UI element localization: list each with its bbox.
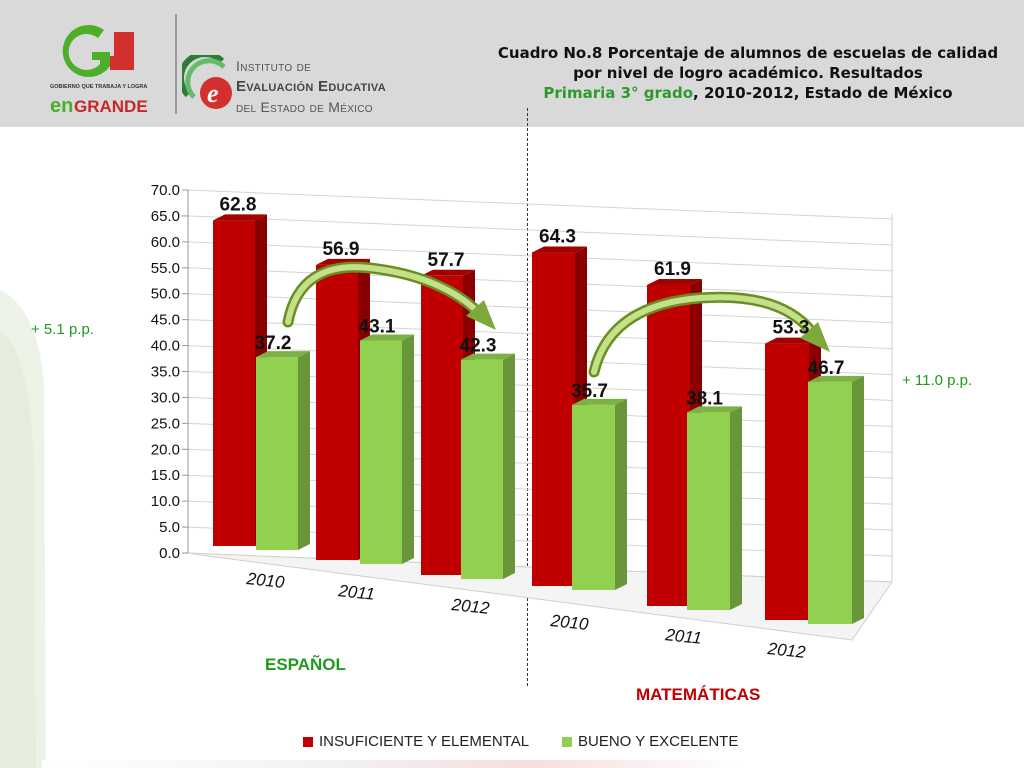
bar-bueno-1 bbox=[360, 334, 414, 564]
x-tick-label: 2012 bbox=[766, 639, 807, 662]
x-tick-label: 2012 bbox=[450, 595, 491, 618]
y-tick-label: 15.0 bbox=[151, 467, 180, 484]
arrow-espanol-icon bbox=[282, 261, 496, 330]
data-label-bueno: 38.1 bbox=[686, 388, 723, 409]
instituto-line-3: del Estado de México bbox=[236, 99, 373, 115]
group-label-espanol: ESPAÑOL bbox=[265, 655, 346, 674]
instituto-line-2: Evaluación Educativa bbox=[236, 78, 386, 95]
title-prefix: Cuadro No.8 Porcentaje de alumnos de esc… bbox=[497, 44, 999, 82]
svg-text:GRANDE: GRANDE bbox=[74, 97, 148, 116]
bar-bueno-5 bbox=[808, 375, 864, 624]
y-tick-label: 25.0 bbox=[151, 415, 180, 432]
legend-item-bueno: BUENO Y EXCELENTE bbox=[562, 733, 738, 750]
bar-bueno-0 bbox=[256, 351, 310, 550]
header-band bbox=[0, 0, 1024, 127]
logo-separator bbox=[175, 14, 177, 114]
group-label-matematicas: MATEMÁTICAS bbox=[636, 685, 761, 704]
y-tick-label: 10.0 bbox=[151, 493, 180, 510]
data-label-bueno: 43.1 bbox=[359, 316, 396, 337]
y-tick-label: 20.0 bbox=[151, 441, 180, 458]
data-label-insuficiente: 61.9 bbox=[654, 259, 691, 280]
y-tick-label: 60.0 bbox=[151, 234, 180, 251]
gridline bbox=[187, 189, 893, 220]
bar-bueno-4 bbox=[687, 406, 742, 610]
legend-label-bueno: BUENO Y EXCELENTE bbox=[578, 733, 739, 750]
left-decoration bbox=[0, 290, 46, 768]
legend-label-insuficiente: INSUFICIENTE Y ELEMENTAL bbox=[319, 733, 530, 750]
bar-bueno-2 bbox=[461, 353, 515, 579]
y-tick-label: 30.0 bbox=[151, 389, 180, 406]
y-tick-label: 65.0 bbox=[151, 208, 180, 225]
instituto-line-1: Instituto de bbox=[236, 58, 312, 74]
matematicas-change-annotation: + 11.0 p.p. bbox=[902, 372, 973, 389]
espanol-change-annotation: + 5.1 p.p. bbox=[31, 321, 94, 338]
legend-item-insuficiente: INSUFICIENTE Y ELEMENTAL bbox=[303, 733, 529, 750]
data-label-insuficiente: 56.9 bbox=[323, 239, 360, 260]
data-label-insuficiente: 62.8 bbox=[220, 194, 257, 215]
chart-legend: INSUFICIENTE Y ELEMENTAL BUENO Y EXCELEN… bbox=[0, 733, 1024, 755]
section-divider bbox=[527, 108, 528, 686]
y-tick-label: 50.0 bbox=[151, 286, 180, 303]
data-label-insuficiente: 64.3 bbox=[539, 227, 576, 248]
data-label-insuficiente: 57.7 bbox=[428, 250, 465, 271]
bottom-decoration bbox=[42, 760, 742, 768]
y-tick-label: 55.0 bbox=[151, 260, 180, 277]
svg-text:en: en bbox=[50, 95, 73, 117]
y-tick-label: 40.0 bbox=[151, 338, 180, 355]
title-highlight: Primaria 3° grado bbox=[543, 84, 694, 102]
bar-bueno-3 bbox=[572, 398, 627, 590]
x-tick-label: 2011 bbox=[663, 625, 702, 648]
y-tick-label: 35.0 bbox=[151, 364, 180, 381]
x-tick-label: 2010 bbox=[245, 569, 286, 592]
x-tick-label: 2010 bbox=[549, 611, 590, 634]
data-label-bueno: 37.2 bbox=[255, 333, 292, 354]
y-tick-label: 0.0 bbox=[159, 545, 180, 562]
chart-title: Cuadro No.8 Porcentaje de alumnos de esc… bbox=[488, 43, 1008, 103]
data-label-bueno: 42.3 bbox=[460, 336, 497, 357]
gobierno-engrande-logo: GOBIERNO QUE TRABAJA Y LOGRA en GRANDE bbox=[50, 25, 148, 117]
data-label-insuficiente: 53.3 bbox=[773, 318, 810, 339]
legend-swatch-green bbox=[562, 736, 572, 747]
data-label-bueno: 35.7 bbox=[571, 381, 608, 402]
gridline bbox=[187, 215, 893, 246]
svg-text:e: e bbox=[207, 79, 219, 108]
arrow-matematicas-icon bbox=[588, 291, 830, 378]
data-label-bueno: 46.7 bbox=[808, 358, 845, 379]
y-tick-label: 45.0 bbox=[151, 312, 180, 329]
title-suffix: , 2010-2012, Estado de México bbox=[693, 84, 953, 102]
y-tick-label: 5.0 bbox=[159, 519, 180, 536]
y-tick-label: 70.0 bbox=[151, 182, 180, 199]
instituto-e-logo: e bbox=[182, 55, 232, 109]
legend-swatch-red bbox=[303, 736, 313, 747]
x-tick-label: 2011 bbox=[336, 581, 375, 604]
svg-text:GOBIERNO QUE TRABAJA Y LOGRA: GOBIERNO QUE TRABAJA Y LOGRA bbox=[50, 84, 147, 90]
